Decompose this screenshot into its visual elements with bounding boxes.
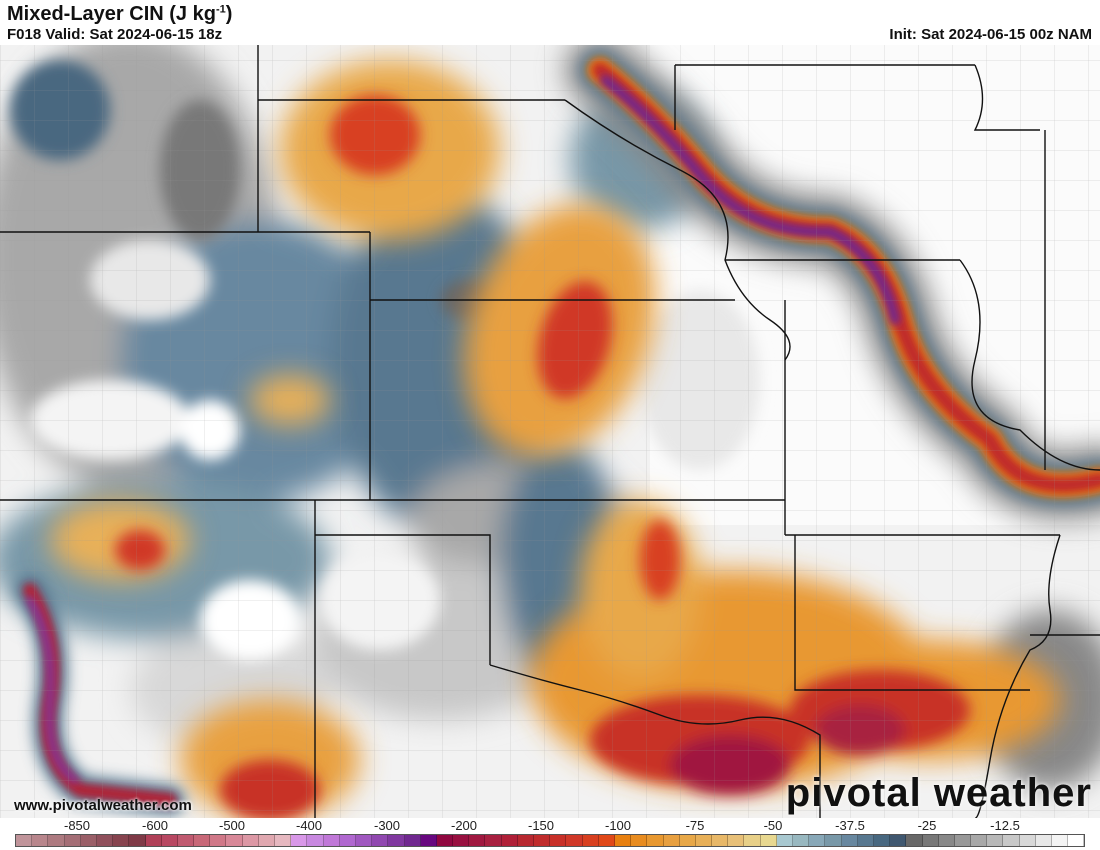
colorbar-swatch	[129, 835, 146, 846]
colorbar-swatch	[631, 835, 648, 846]
colorbar-swatch	[647, 835, 664, 846]
colorbar-swatch	[1052, 835, 1069, 846]
map-title: Mixed-Layer CIN (J kg-1)	[7, 3, 232, 26]
title-text: Mixed-Layer CIN (J kg	[7, 3, 216, 25]
colorbar-swatch	[550, 835, 567, 846]
colorbar-label: -12.5	[990, 818, 1020, 833]
colorbar-swatch	[954, 835, 972, 846]
colorbar-swatch	[307, 835, 324, 846]
colorbar-swatch	[96, 835, 114, 846]
colorbar-swatch	[226, 835, 243, 846]
colorbar-swatch	[598, 835, 615, 846]
colorbar-swatch	[275, 835, 292, 846]
colorbar-swatch	[420, 835, 437, 846]
colorbar-swatch	[744, 835, 761, 846]
colorbar-swatch	[793, 835, 810, 846]
colorbar-swatch	[501, 835, 518, 846]
title-units-exponent: -1	[215, 3, 226, 16]
colorbar-swatch	[534, 835, 551, 846]
colorbar-swatch	[582, 835, 599, 846]
colorbar-swatch	[776, 835, 793, 846]
colorbar-swatch	[857, 835, 874, 846]
colorbar-swatch	[614, 835, 632, 846]
colorbar-swatch	[485, 835, 502, 846]
colorbar-swatch	[679, 835, 696, 846]
colorbar-swatch	[32, 835, 49, 846]
colorbar-swatch	[388, 835, 405, 846]
colorbar-swatch	[938, 835, 955, 846]
colorbar-swatch	[809, 835, 826, 846]
colorbar-label: -300	[373, 818, 401, 833]
colorbar-swatch	[890, 835, 907, 846]
colorbar-swatch	[16, 835, 33, 846]
colorbar-swatch	[80, 835, 97, 846]
colorbar-swatch	[194, 835, 211, 846]
state-borders	[0, 45, 1100, 818]
website-url: www.pivotalweather.com	[14, 797, 192, 814]
colorbar-label: -200	[450, 818, 478, 833]
colorbar	[15, 834, 1085, 847]
colorbar-label: -37.5	[835, 818, 865, 833]
colorbar-swatch	[161, 835, 178, 846]
title-end: )	[225, 3, 233, 25]
colorbar-swatch	[372, 835, 389, 846]
colorbar-swatch	[728, 835, 745, 846]
colorbar-swatch	[242, 835, 259, 846]
colorbar-swatch	[712, 835, 729, 846]
colorbar-swatch	[760, 835, 777, 846]
colorbar-swatch	[987, 835, 1004, 846]
map-canvas	[0, 45, 1100, 818]
colorbar-swatch	[841, 835, 858, 846]
cin-map[interactable]: www.pivotalweather.com pivotal weather	[0, 45, 1100, 818]
colorbar-label: -100	[604, 818, 632, 833]
colorbar-swatch	[1019, 835, 1036, 846]
colorbar-swatch	[663, 835, 680, 846]
colorbar-swatch	[1035, 835, 1052, 846]
colorbar-swatch	[825, 835, 842, 846]
colorbar-label: -25	[917, 818, 937, 833]
init-time: Init: Sat 2024-06-15 00z NAM	[889, 26, 1092, 43]
colorbar-swatch	[1068, 835, 1085, 846]
pivotal-weather-logo: pivotal weather	[785, 771, 1092, 815]
colorbar-label: -400	[295, 818, 323, 833]
colorbar-swatch	[404, 835, 421, 846]
colorbar-swatch	[517, 835, 534, 846]
colorbar-swatch	[113, 835, 130, 846]
colorbar-swatch	[906, 835, 923, 846]
colorbar-label: -600	[141, 818, 169, 833]
colorbar-swatch	[291, 835, 308, 846]
colorbar-label: -850	[63, 818, 91, 833]
colorbar-swatch	[873, 835, 891, 846]
colorbar-swatch	[48, 835, 65, 846]
colorbar-swatch	[339, 835, 356, 846]
colorbar-labels: -850 -600 -500 -400 -300 -200 -150 -100 …	[0, 818, 1100, 834]
colorbar-swatch	[971, 835, 988, 846]
colorbar-swatch	[145, 835, 162, 846]
colorbar-swatch	[566, 835, 583, 846]
cin-field	[0, 45, 1100, 818]
colorbar-label: -500	[218, 818, 246, 833]
colorbar-swatch	[177, 835, 195, 846]
colorbar-swatch	[323, 835, 340, 846]
colorbar-label: -75	[685, 818, 705, 833]
colorbar-swatch	[453, 835, 470, 846]
colorbar-label: -50	[763, 818, 783, 833]
colorbar-swatch	[355, 835, 373, 846]
colorbar-swatch	[210, 835, 227, 846]
colorbar-swatch	[64, 835, 81, 846]
colorbar-swatch	[695, 835, 713, 846]
colorbar-swatch	[258, 835, 275, 846]
colorbar-swatch	[436, 835, 454, 846]
colorbar-label: -150	[527, 818, 555, 833]
colorbar-swatch	[922, 835, 939, 846]
colorbar-swatch	[469, 835, 486, 846]
colorbar-swatch	[1003, 835, 1020, 846]
valid-time: F018 Valid: Sat 2024-06-15 18z	[7, 26, 223, 43]
